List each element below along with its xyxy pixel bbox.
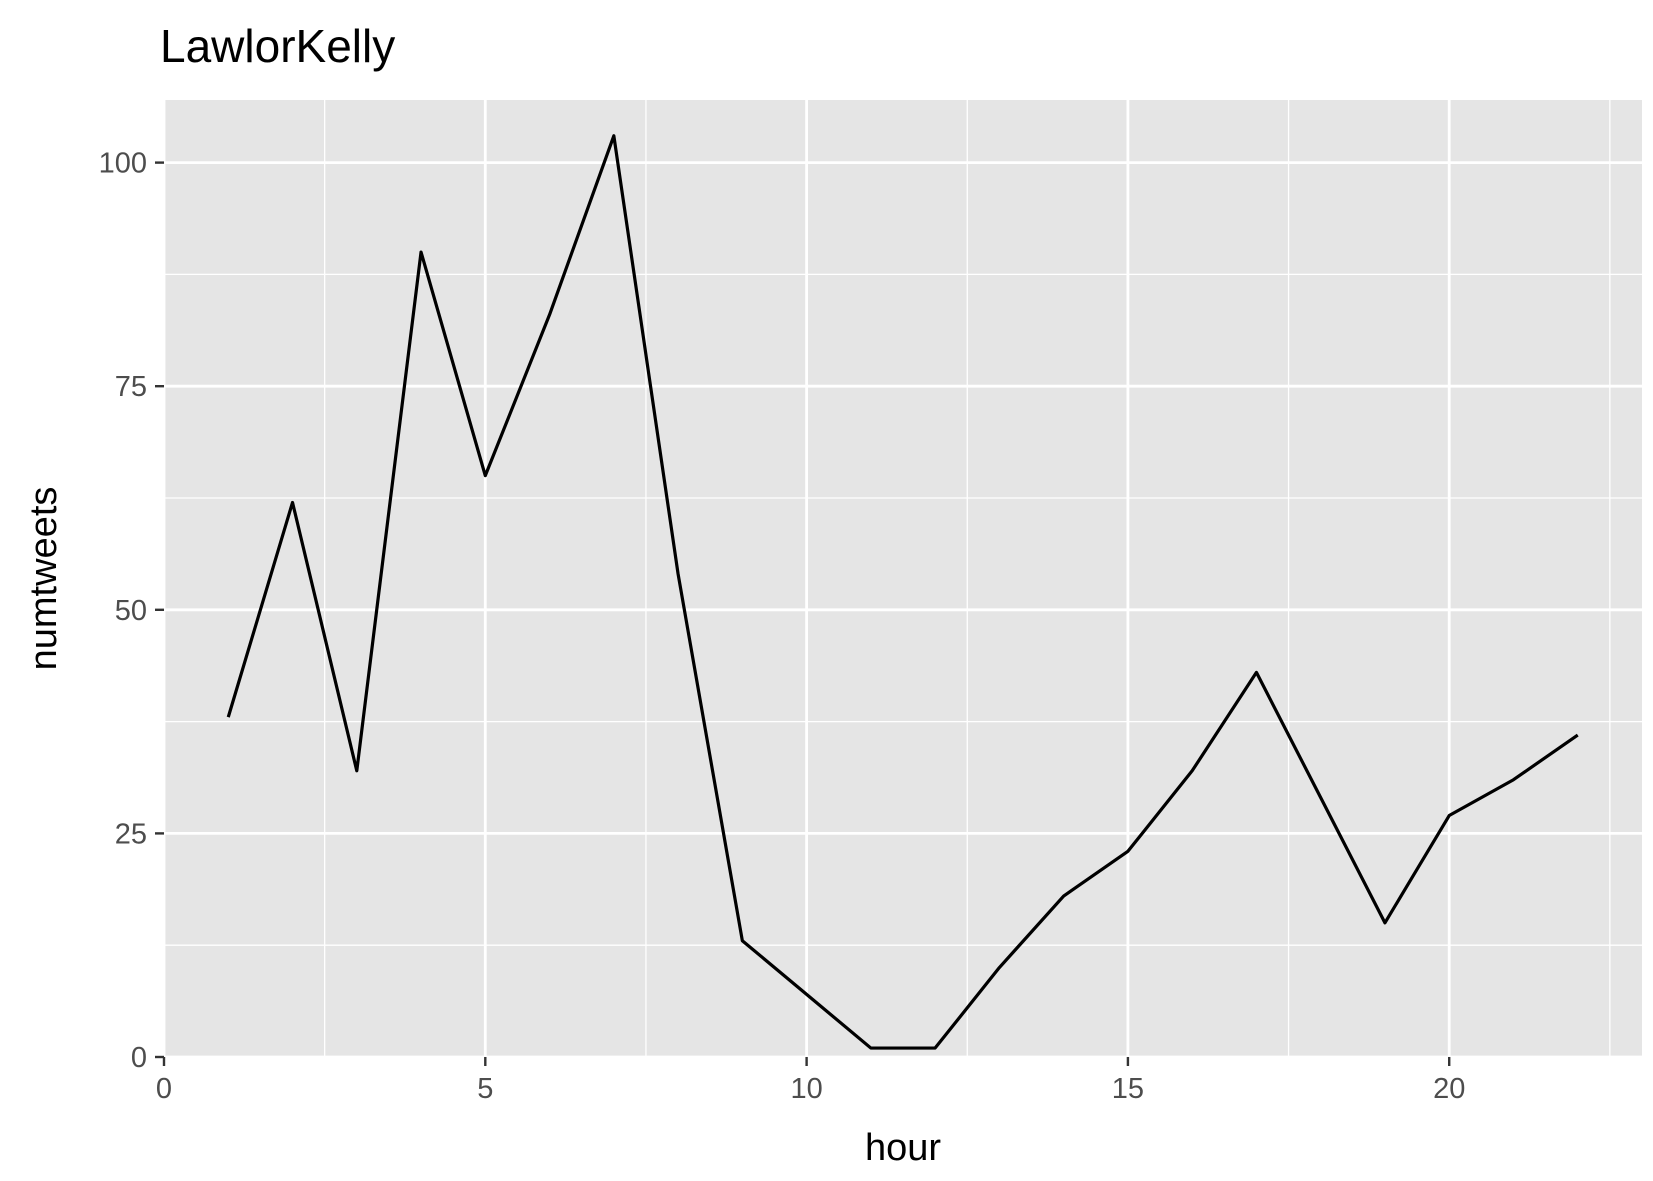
data-point xyxy=(997,966,1001,970)
series-line xyxy=(226,134,1579,1050)
x-axis: 0 5 10 15 20 xyxy=(156,1057,1465,1105)
data-point xyxy=(1062,894,1066,898)
data-point xyxy=(676,572,680,576)
data-point xyxy=(355,769,359,773)
data-point xyxy=(1254,670,1258,674)
y-tick-label: 0 xyxy=(131,1042,147,1074)
data-point xyxy=(419,250,423,254)
chart-title: LawlorKelly xyxy=(160,20,395,72)
data-point xyxy=(1126,849,1130,853)
y-axis: 0 25 50 75 100 xyxy=(99,148,164,1074)
y-tick-label: 75 xyxy=(115,371,147,403)
y-tick-label: 50 xyxy=(115,595,147,627)
y-tick-label: 25 xyxy=(115,818,147,850)
y-tick-label: 100 xyxy=(99,148,147,180)
x-axis-title: hour xyxy=(865,1127,941,1169)
y-axis-title: numtweets xyxy=(23,487,65,671)
data-point xyxy=(1511,778,1515,782)
data-point xyxy=(548,313,552,317)
data-point xyxy=(483,474,487,478)
x-tick-label: 10 xyxy=(790,1073,822,1105)
data-point xyxy=(933,1046,937,1050)
data-point xyxy=(1190,769,1194,773)
data-point xyxy=(1576,733,1580,737)
x-tick-label: 15 xyxy=(1112,1073,1144,1105)
data-point xyxy=(805,992,809,996)
x-tick-label: 20 xyxy=(1433,1073,1465,1105)
data-point xyxy=(291,500,295,504)
minor-gridlines xyxy=(164,100,1642,1057)
major-gridlines xyxy=(162,100,1642,1059)
data-point xyxy=(1447,814,1451,818)
data-point xyxy=(1319,796,1323,800)
plot-panel xyxy=(164,100,1642,1057)
data-point xyxy=(612,134,616,138)
data-point xyxy=(226,715,230,719)
data-point xyxy=(1383,921,1387,925)
x-tick-label: 0 xyxy=(156,1073,172,1105)
x-tick-label: 5 xyxy=(477,1073,493,1105)
data-point xyxy=(740,939,744,943)
data-point xyxy=(869,1046,873,1050)
